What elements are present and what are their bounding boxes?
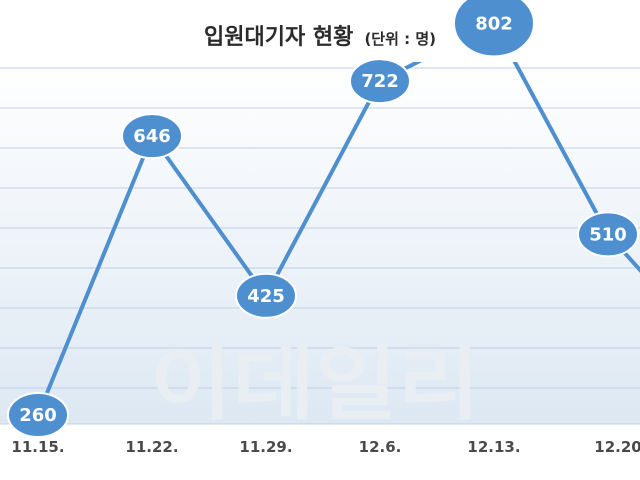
- x-tick-label: 12.6.: [359, 438, 402, 456]
- data-label: 802: [475, 13, 513, 34]
- watermark: 이데일리: [150, 338, 480, 431]
- data-point: [121, 113, 183, 160]
- data-label: 260: [19, 405, 57, 426]
- series-line: [25, 62, 640, 424]
- x-tick-label: 11.29.: [239, 438, 292, 456]
- data-label: 722: [361, 71, 399, 92]
- x-tick-label: 12.13.: [467, 438, 520, 456]
- x-tick-label: 11.15.: [11, 438, 64, 456]
- data-label: 510: [589, 224, 627, 245]
- chart-title-unit: (단위 : 명): [364, 30, 436, 48]
- data-markers: 260 646 425 722 802 510: [7, 0, 639, 439]
- data-point: [453, 0, 535, 58]
- data-point: [7, 392, 69, 439]
- data-label: 646: [133, 126, 171, 147]
- gridlines: [0, 67, 640, 425]
- data-point: [577, 211, 639, 258]
- data-label: 425: [247, 286, 285, 307]
- data-point: [235, 272, 297, 319]
- series-line-group: [25, 62, 640, 424]
- x-tick-label: 11.22.: [125, 438, 178, 456]
- chart-title: 입원대기자 현황 (단위 : 명): [204, 25, 436, 50]
- data-point: [349, 58, 411, 105]
- x-axis-ticks: 11.15. 11.22. 11.29. 12.6. 12.13. 12.20: [11, 438, 640, 456]
- chart-title-main: 입원대기자 현황: [204, 25, 353, 50]
- x-tick-label: 12.20: [594, 438, 640, 456]
